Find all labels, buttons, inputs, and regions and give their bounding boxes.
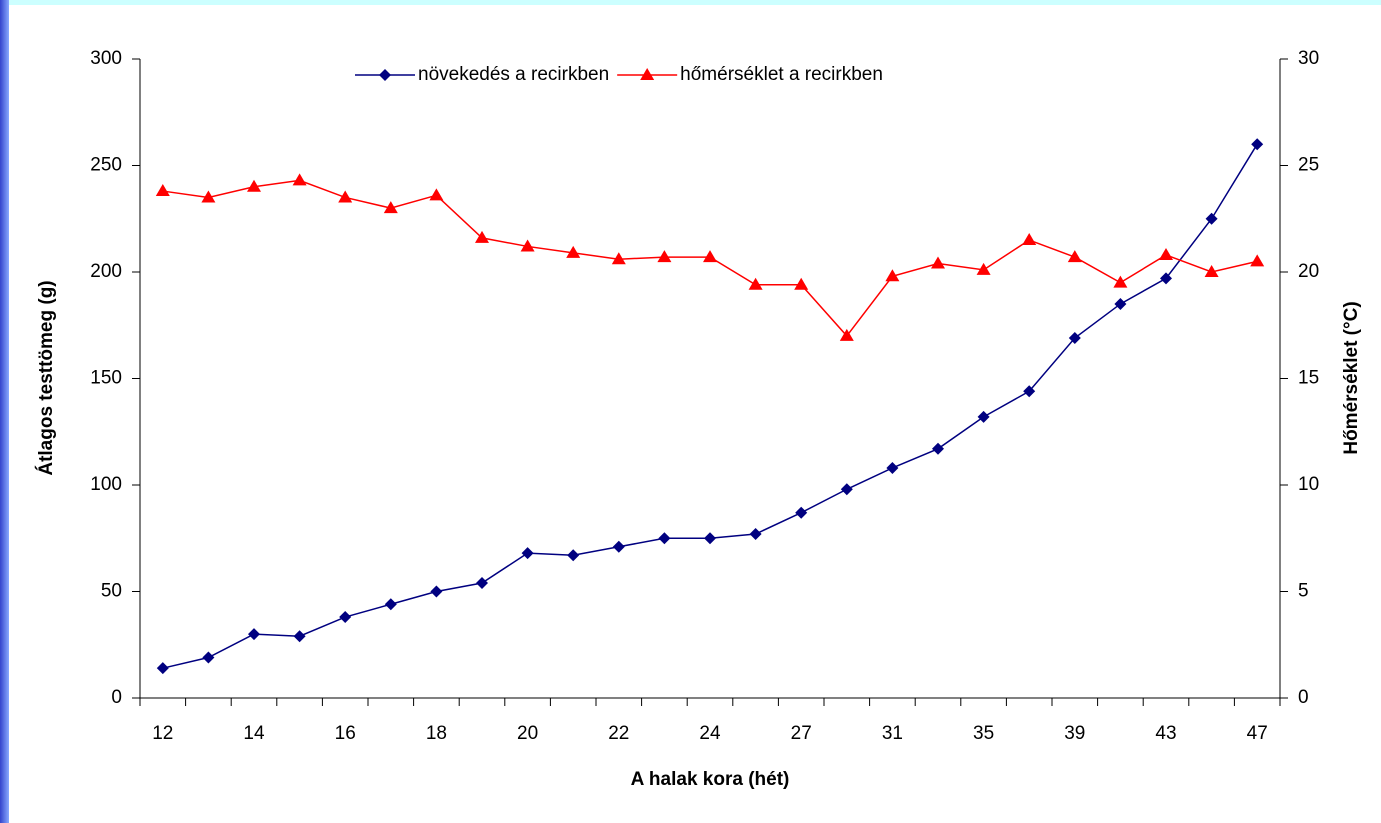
data-point <box>429 188 444 201</box>
data-point <box>657 250 672 263</box>
x-tick-label: 22 <box>608 723 629 744</box>
legend-marker <box>379 69 391 81</box>
x-tick-label: 39 <box>1064 723 1085 744</box>
data-point <box>1205 212 1218 225</box>
data-point <box>932 442 944 455</box>
data-point <box>520 239 535 252</box>
data-point <box>749 527 762 540</box>
y-tick-label: 250 <box>90 155 122 176</box>
y-tick-label: 100 <box>90 474 122 495</box>
data-point <box>1067 250 1082 263</box>
x-tick-label: 47 <box>1247 723 1268 744</box>
x-tick-label: 16 <box>335 723 356 744</box>
y2-tick-label: 5 <box>1298 581 1309 602</box>
data-point <box>567 549 580 562</box>
x-tick-label: 31 <box>882 723 903 744</box>
data-point <box>795 506 808 519</box>
data-point <box>612 540 625 553</box>
x-tick-label: 20 <box>517 723 538 744</box>
x-tick-label: 14 <box>243 723 265 744</box>
data-point <box>248 628 260 641</box>
data-point <box>566 245 581 258</box>
chart-area <box>9 5 1381 823</box>
y2-tick-label: 30 <box>1298 48 1319 69</box>
data-point <box>476 576 488 589</box>
y-tick-label: 0 <box>111 687 122 708</box>
data-point <box>839 328 854 341</box>
frame-edge <box>0 0 9 823</box>
legend-marker <box>640 68 655 80</box>
y-tick-label: 200 <box>90 261 122 282</box>
data-point <box>521 547 534 560</box>
data-point <box>794 277 809 290</box>
data-point <box>339 611 352 624</box>
data-point <box>931 256 945 269</box>
x-tick-label: 24 <box>699 723 721 744</box>
data-point <box>703 250 717 263</box>
data-point <box>383 201 398 214</box>
data-point <box>292 173 307 186</box>
data-point <box>1160 272 1172 285</box>
y2-tick-label: 0 <box>1298 687 1309 708</box>
y-axis-title: Átlagos testtömeg (g) <box>35 280 57 475</box>
data-point <box>1022 233 1037 246</box>
x-tick-label: 18 <box>426 723 447 744</box>
y-tick-label: 300 <box>90 48 122 69</box>
data-point <box>977 410 990 423</box>
x-tick-label: 43 <box>1155 723 1176 744</box>
y-tick-label: 50 <box>101 581 122 602</box>
data-point <box>1023 385 1036 398</box>
data-point <box>1068 332 1081 345</box>
y2-tick-label: 20 <box>1298 261 1319 282</box>
data-point <box>430 585 443 598</box>
y2-axis-title: Hőmérséklet (°C) <box>1341 301 1362 454</box>
x-tick-label: 27 <box>791 723 812 744</box>
data-point <box>475 230 489 243</box>
legend-label: növekedés a recirkben <box>418 64 609 85</box>
data-point <box>704 532 716 545</box>
y-tick-label: 150 <box>90 368 122 389</box>
data-point <box>155 184 170 197</box>
data-point <box>611 252 626 265</box>
data-point <box>885 269 900 282</box>
data-point <box>247 179 261 192</box>
data-point <box>748 277 763 290</box>
data-point <box>156 662 169 675</box>
data-point <box>976 262 991 275</box>
data-point <box>1204 265 1219 277</box>
y2-tick-label: 15 <box>1298 368 1319 389</box>
x-tick-label: 12 <box>152 723 173 744</box>
legend-label: hőmérséklet a recirkben <box>680 64 883 85</box>
y2-tick-label: 10 <box>1298 474 1319 495</box>
data-point <box>840 483 853 496</box>
data-point <box>1251 138 1264 151</box>
data-point <box>293 630 306 643</box>
data-point <box>384 598 397 611</box>
data-point <box>338 190 353 203</box>
data-point <box>658 532 671 545</box>
data-point <box>1250 254 1265 267</box>
data-point <box>1113 275 1128 288</box>
data-point <box>1159 247 1173 260</box>
data-point <box>886 461 899 474</box>
data-point <box>1114 297 1127 310</box>
x-axis-title: A halak kora (hét) <box>631 769 790 790</box>
y2-tick-label: 25 <box>1298 155 1319 176</box>
data-point <box>201 190 216 203</box>
x-tick-label: 35 <box>973 723 994 744</box>
data-point <box>202 651 215 664</box>
